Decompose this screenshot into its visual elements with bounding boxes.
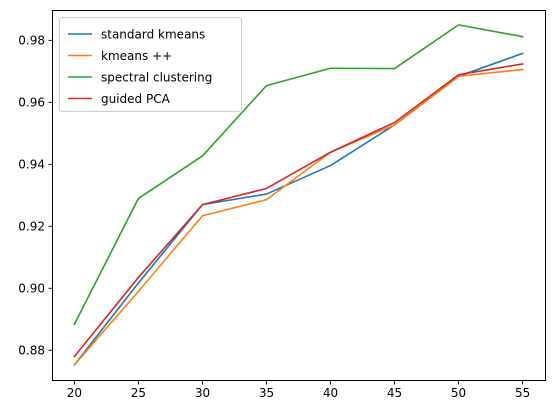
x-tick-label: 30 bbox=[195, 386, 210, 400]
y-tick-label: 0.94 bbox=[18, 158, 45, 172]
x-tick-label: 40 bbox=[323, 386, 338, 400]
x-tick-label: 20 bbox=[67, 386, 82, 400]
series-line-spectral-clustering bbox=[73, 24, 524, 326]
legend-label-kmeans: kmeans ++ bbox=[101, 49, 172, 63]
x-tick-label: 25 bbox=[131, 386, 146, 400]
x-tick-label: 45 bbox=[387, 386, 402, 400]
y-tick-label: 0.90 bbox=[18, 281, 45, 295]
series-line-kmeans bbox=[73, 68, 524, 366]
x-tick-label: 35 bbox=[259, 386, 274, 400]
y-tick-label: 0.92 bbox=[18, 219, 45, 233]
y-tick-label: 0.96 bbox=[18, 96, 45, 110]
series-line-guided-pca bbox=[73, 62, 524, 358]
y-axis: 0.88 0.90 0.92 0.94 0.96 0.98 bbox=[18, 34, 53, 357]
plot-frame bbox=[52, 10, 546, 381]
legend-label-standard-kmeans: standard kmeans bbox=[101, 28, 205, 42]
y-tick-label: 0.88 bbox=[18, 343, 45, 357]
series-lines bbox=[73, 24, 524, 366]
x-axis: 20 25 30 35 40 45 50 55 bbox=[67, 380, 530, 400]
legend-label-spectral-clustering: spectral clustering bbox=[101, 71, 212, 85]
legend: standard kmeans kmeans ++ spectral cluster… bbox=[59, 17, 242, 112]
x-tick-label: 55 bbox=[515, 386, 530, 400]
legend-label-guided-pca: guided PCA bbox=[101, 92, 171, 106]
x-tick-label: 50 bbox=[451, 386, 466, 400]
y-tick-label: 0.98 bbox=[18, 34, 45, 48]
legend-box bbox=[59, 17, 242, 112]
